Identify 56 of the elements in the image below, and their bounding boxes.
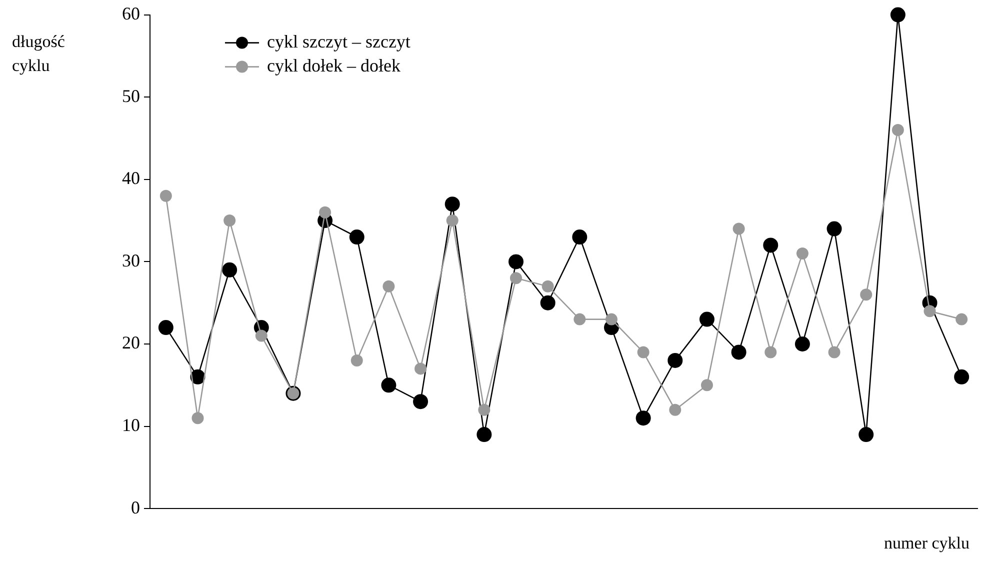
point <box>637 346 650 358</box>
legend-label: cykl dołek – dołek <box>267 56 400 76</box>
point <box>699 312 714 327</box>
point <box>192 412 204 424</box>
point <box>413 394 428 410</box>
point <box>542 280 554 292</box>
point <box>956 313 968 326</box>
point <box>892 124 904 136</box>
point <box>636 410 651 426</box>
y-tick-label: 50 <box>122 86 140 106</box>
point <box>828 346 840 358</box>
point <box>160 190 172 202</box>
point <box>763 238 778 253</box>
point <box>350 354 363 366</box>
point <box>794 336 810 352</box>
point <box>732 222 745 235</box>
point <box>668 352 683 368</box>
point <box>540 295 556 310</box>
y-tick-label: 40 <box>122 168 140 188</box>
y-tick-label: 60 <box>122 4 140 24</box>
y-tick-label: 10 <box>122 415 140 436</box>
point <box>572 230 588 245</box>
point <box>574 313 586 326</box>
point <box>508 254 524 270</box>
point <box>954 369 970 384</box>
point <box>731 344 746 360</box>
point <box>858 427 874 442</box>
y-axis-title: długość cyklu <box>12 32 66 75</box>
point <box>349 230 364 245</box>
point <box>255 330 268 342</box>
point <box>414 362 427 375</box>
point <box>382 280 395 292</box>
point <box>446 214 458 227</box>
point <box>924 305 936 318</box>
point <box>860 288 872 301</box>
legend-label: cykl szczyt – szczyt <box>267 32 410 52</box>
point <box>510 272 522 284</box>
point <box>669 404 682 416</box>
point <box>319 206 332 218</box>
point <box>158 320 174 336</box>
point <box>222 262 238 278</box>
point <box>700 379 713 392</box>
point <box>478 404 490 416</box>
point <box>796 247 808 260</box>
point <box>764 346 777 358</box>
point <box>444 196 460 212</box>
point <box>381 378 396 393</box>
y-tick-label: 0 <box>131 497 140 518</box>
y-tick-label: 20 <box>122 332 140 353</box>
point <box>605 313 618 326</box>
y-tick-label: 30 <box>122 250 140 270</box>
point <box>826 221 842 236</box>
point <box>224 214 236 227</box>
point <box>890 7 906 22</box>
point <box>476 427 492 442</box>
x-axis-title: numer cyklu <box>884 534 970 553</box>
